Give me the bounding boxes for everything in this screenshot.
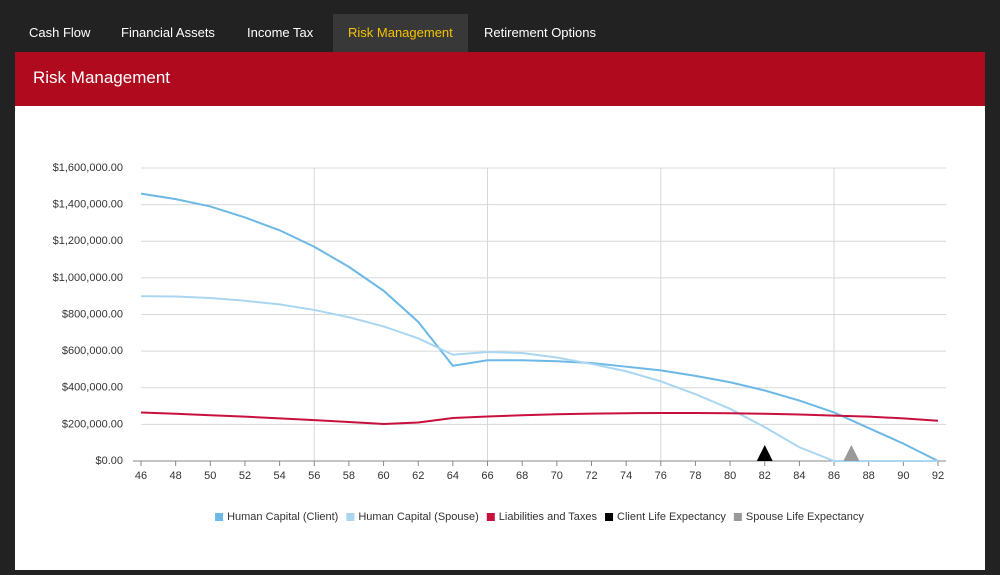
x-tick-label: 70 (551, 470, 563, 482)
legend-swatch (486, 513, 495, 521)
chart: $0.00 $200,000.00 $400,000.00 $600,000.00 $8… (53, 162, 946, 523)
x-tick-label: 74 (620, 470, 632, 482)
nav-bar: Cash Flow Financial Assets Income Tax Risk … (0, 0, 1000, 52)
series-line (140, 295, 938, 462)
tab[interactable]: Risk Management (333, 14, 468, 52)
legend-label: Spouse Life Expectancy (746, 511, 865, 523)
x-tick-label: 64 (447, 470, 459, 482)
legend-label: Human Capital (Spouse) (358, 511, 478, 523)
y-tick-label: $400,000.00 (62, 382, 123, 394)
x-tick-label: 82 (759, 470, 771, 482)
y-tick-label: $200,000.00 (62, 418, 123, 430)
series-line (140, 192, 939, 462)
y-tick-label: $1,000,000.00 (53, 272, 123, 284)
tab[interactable]: Income Tax (247, 25, 314, 40)
legend-swatch (733, 513, 742, 521)
x-tick-label: 58 (343, 470, 355, 482)
x-tick-label: 76 (655, 470, 667, 482)
x-tick-label: 56 (308, 470, 320, 482)
tab[interactable]: Retirement Options (484, 25, 596, 40)
y-tick-label: $1,200,000.00 (53, 235, 123, 247)
x-tick-label: 92 (932, 470, 944, 482)
x-tick-label: 54 (273, 470, 285, 482)
x-tick-label: 72 (585, 470, 597, 482)
x-tick-label: 80 (724, 470, 736, 482)
x-tick-label: 68 (516, 470, 528, 482)
y-tick-label: $1,400,000.00 (53, 199, 123, 211)
x-tick-label: 88 (863, 470, 875, 482)
panel-header: Risk Management (15, 52, 985, 106)
x-tick-label: 50 (204, 470, 216, 482)
y-tick-label: $1,600,000.00 (53, 162, 123, 174)
x-tick-label: 84 (793, 470, 805, 482)
x-tick-label: 66 (481, 470, 493, 482)
y-tick-label: $800,000.00 (62, 308, 123, 320)
x-tick-label: 60 (377, 470, 389, 482)
y-tick-label: $600,000.00 (62, 345, 123, 357)
y-tick-label: $0.00 (95, 455, 123, 467)
x-tick-label: 90 (897, 470, 909, 482)
series-line (140, 411, 939, 426)
life-expectancy-marker (843, 445, 860, 461)
panel-title: Risk Management (33, 68, 171, 87)
legend-label: Human Capital (Client) (227, 511, 338, 523)
life-expectancy-marker (756, 445, 773, 461)
panel-body: $0.00 $200,000.00 $400,000.00 $600,000.00 $8… (15, 106, 985, 570)
legend-swatch (215, 513, 224, 521)
x-tick-label: 86 (828, 470, 840, 482)
x-tick-label: 52 (239, 470, 251, 482)
x-tick-label: 48 (170, 470, 182, 482)
x-tick-label: 78 (689, 470, 701, 482)
tab[interactable]: Cash Flow (29, 25, 91, 40)
legend-swatch (605, 513, 614, 521)
tab[interactable]: Financial Assets (121, 25, 215, 40)
x-tick-label: 46 (135, 470, 147, 482)
legend-label: Liabilities and Taxes (499, 511, 598, 523)
legend-swatch (346, 513, 355, 521)
legend: Human Capital (Client) Human Capital (Spo… (215, 511, 864, 523)
legend-label: Client Life Expectancy (617, 511, 726, 523)
x-tick-label: 62 (412, 470, 424, 482)
